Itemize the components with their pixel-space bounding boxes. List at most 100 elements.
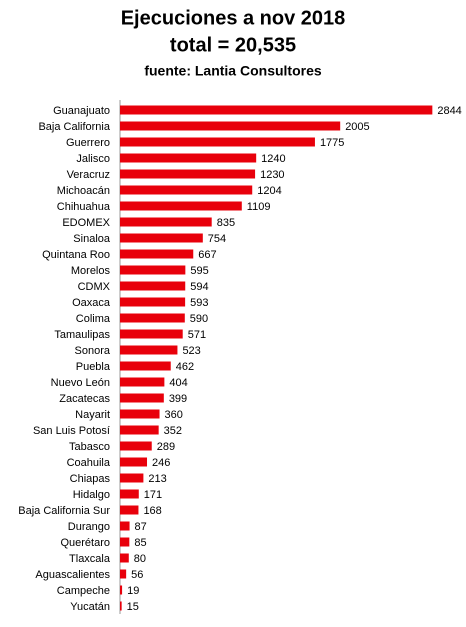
- y-tick-label: Morelos: [71, 265, 111, 277]
- bar: [120, 409, 160, 419]
- bar: [120, 329, 183, 339]
- value-label: 85: [134, 537, 146, 549]
- chart-title: Ejecuciones a nov 2018: [121, 7, 346, 29]
- y-tick-label: Tamaulipas: [54, 329, 110, 341]
- value-label: 404: [169, 377, 187, 389]
- y-tick-label: Sinaloa: [73, 233, 111, 245]
- bar: [120, 473, 144, 483]
- y-tick-label: Chiapas: [70, 473, 111, 485]
- chart-subtitle: total = 20,535: [170, 34, 296, 56]
- y-tick-label: Jalisco: [76, 153, 110, 165]
- value-label: 399: [169, 393, 187, 405]
- value-label: 1240: [261, 153, 285, 165]
- bar: [120, 297, 186, 307]
- bar: [120, 201, 242, 211]
- bar: [120, 265, 186, 275]
- y-tick-label: Guanajuato: [53, 105, 110, 117]
- value-label: 594: [190, 281, 208, 293]
- bar: [120, 137, 315, 147]
- y-tick-label: Michoacán: [57, 185, 110, 197]
- bar: [120, 569, 127, 579]
- y-tick-label: Querétaro: [60, 537, 110, 549]
- value-label: 2005: [345, 121, 369, 133]
- bar: [120, 281, 186, 291]
- value-label: 1230: [260, 169, 284, 181]
- bar: [120, 441, 152, 451]
- value-label: 213: [148, 473, 166, 485]
- y-tick-label: Baja California: [38, 121, 110, 133]
- value-label: 462: [176, 361, 194, 373]
- value-label: 246: [152, 457, 170, 469]
- bar: [120, 233, 203, 243]
- bar: [120, 601, 122, 611]
- y-tick-label: Durango: [68, 521, 110, 533]
- value-label: 667: [198, 249, 216, 261]
- bar: [120, 537, 130, 547]
- bar: [120, 153, 257, 163]
- y-tick-label: Coahuila: [67, 457, 111, 469]
- value-label: 168: [143, 505, 161, 517]
- y-tick-label: Veracruz: [67, 169, 110, 181]
- bar: [120, 249, 194, 259]
- value-label: 360: [165, 409, 183, 421]
- value-label: 2844: [437, 105, 461, 117]
- value-label: 1775: [320, 137, 344, 149]
- value-label: 87: [135, 521, 147, 533]
- y-tick-label: Sonora: [75, 345, 111, 357]
- y-tick-label: Aguascalientes: [35, 569, 110, 581]
- y-tick-label: Guerrero: [66, 137, 110, 149]
- value-label: 754: [208, 233, 226, 245]
- bar: [120, 377, 165, 387]
- y-tick-label: Nuevo León: [51, 377, 110, 389]
- y-tick-label: Baja California Sur: [18, 505, 110, 517]
- y-tick-label: Puebla: [76, 361, 111, 373]
- y-tick-label: Quintana Roo: [42, 249, 110, 261]
- bar: [120, 345, 178, 355]
- value-label: 56: [131, 569, 143, 581]
- bar: [120, 553, 129, 563]
- bar: [120, 505, 139, 515]
- y-tick-label: Hidalgo: [73, 489, 110, 501]
- bar: [120, 521, 130, 531]
- value-label: 15: [127, 601, 139, 613]
- bar: [120, 121, 341, 131]
- bar: [120, 217, 212, 227]
- bar: [120, 425, 159, 435]
- value-label: 289: [157, 441, 175, 453]
- value-label: 593: [190, 297, 208, 309]
- y-tick-label: CDMX: [78, 281, 111, 293]
- y-tick-label: San Luis Potosí: [33, 425, 110, 437]
- bar: [120, 393, 164, 403]
- bar: [120, 185, 253, 195]
- bar: [120, 169, 256, 179]
- y-tick-label: Campeche: [57, 585, 110, 597]
- y-tick-label: Yucatán: [70, 601, 110, 613]
- y-tick-label: Oaxaca: [72, 297, 111, 309]
- bar: [120, 457, 148, 467]
- bar: [120, 585, 123, 595]
- value-label: 595: [190, 265, 208, 277]
- bar: [120, 361, 171, 371]
- y-tick-label: EDOMEX: [62, 217, 110, 229]
- y-tick-label: Colima: [76, 313, 111, 325]
- bar: [120, 489, 139, 499]
- value-label: 352: [164, 425, 182, 437]
- value-label: 1204: [257, 185, 281, 197]
- value-label: 590: [190, 313, 208, 325]
- y-tick-label: Nayarit: [75, 409, 110, 421]
- value-label: 835: [217, 217, 235, 229]
- y-tick-label: Zacatecas: [59, 393, 110, 405]
- y-tick-label: Tabasco: [69, 441, 110, 453]
- y-tick-label: Tlaxcala: [69, 553, 111, 565]
- bar: [120, 313, 185, 323]
- value-label: 523: [182, 345, 200, 357]
- value-label: 1109: [247, 201, 271, 213]
- value-label: 19: [127, 585, 139, 597]
- value-label: 80: [134, 553, 146, 565]
- value-label: 571: [188, 329, 206, 341]
- bar: [120, 105, 433, 115]
- value-label: 171: [144, 489, 162, 501]
- y-tick-label: Chihuahua: [57, 201, 111, 213]
- chart-source: fuente: Lantia Consultores: [144, 63, 322, 79]
